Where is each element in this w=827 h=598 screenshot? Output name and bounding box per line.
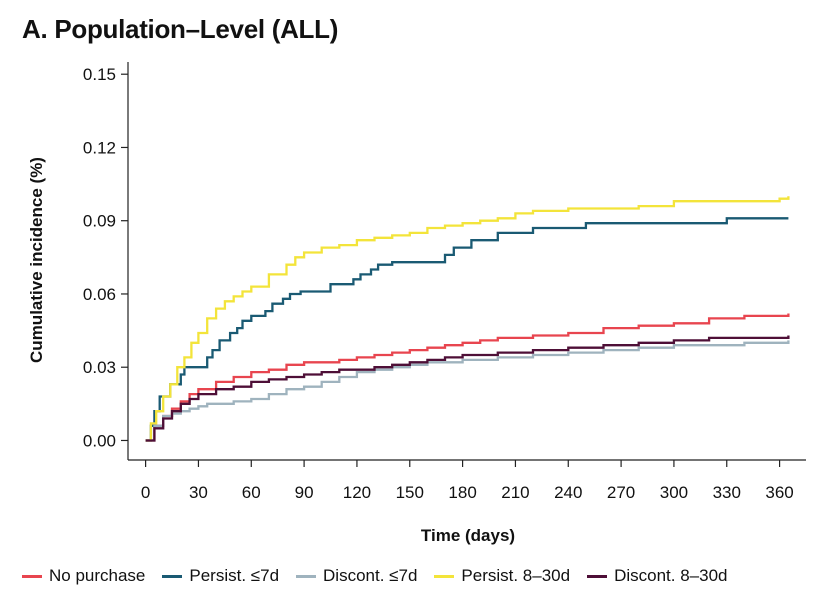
x-tick-label: 210 [501,483,529,502]
x-tick-label: 120 [343,483,371,502]
legend-label: No purchase [49,566,146,585]
y-tick-label: 0.03 [83,358,116,377]
legend-item: Discont. 8–30d [587,566,728,586]
series-line-0 [145,313,790,442]
legend-swatch [587,574,608,578]
legend-label: Discont. ≤7d [323,566,418,585]
y-tick-label: 0.09 [83,212,116,231]
legend-label: Discont. 8–30d [614,566,728,585]
x-tick-label: 30 [189,483,208,502]
plot-area: 0.00 0.03 0.06 0.09 0.12 0.15 0 30 60 90 120 150 180… [27,62,806,545]
legend-swatch [434,574,455,578]
x-tick-label: 60 [242,483,261,502]
series-line-3 [145,196,790,442]
y-tick-label: 0.06 [83,285,116,304]
x-tick-label: 270 [607,483,635,502]
x-axis-title: Time (days) [421,526,515,545]
y-tick-label: 0.00 [83,431,116,450]
legend-label: Persist. ≤7d [189,566,280,585]
x-tick-label: 240 [554,483,582,502]
legend-swatch [162,574,183,578]
legend-item: No purchase [22,566,145,586]
series-line-1 [145,217,789,442]
legend-swatch [296,574,317,578]
x-tick-label: 300 [660,483,688,502]
x-tick-label: 90 [295,483,314,502]
legend-item: Discont. ≤7d [296,566,417,586]
y-tick-label: 0.12 [83,138,116,157]
x-tick-label: 150 [396,483,424,502]
x-tick-label: 360 [765,483,793,502]
legend-item: Persist. ≤7d [162,566,279,586]
series-line-2 [145,340,790,442]
x-tick-label: 330 [713,483,741,502]
y-axis-title: Cumulative incidence (%) [27,157,46,363]
chart-title: A. Population–Level (ALL) [22,14,339,44]
legend-label: Persist. 8–30d [461,566,571,585]
x-tick-label: 0 [141,483,150,502]
x-tick-label: 180 [448,483,476,502]
legend: No purchase Persist. ≤7d Discont. ≤7d Persi… [22,566,745,586]
y-tick-label: 0.15 [83,65,116,84]
series-line-4 [145,335,790,442]
legend-swatch [22,574,42,578]
legend-item: Persist. 8–30d [434,566,570,586]
